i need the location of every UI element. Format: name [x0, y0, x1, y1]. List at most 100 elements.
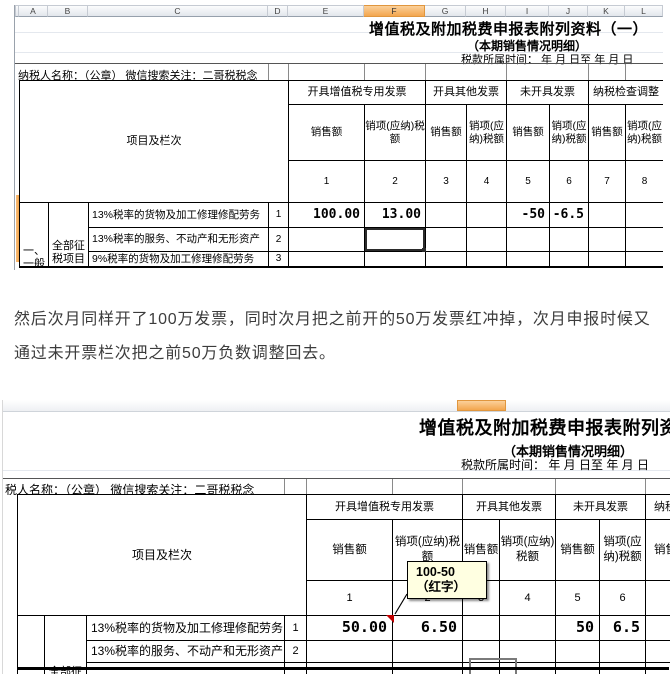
- group-header-other-invoice[interactable]: 开具其他发票: [462, 494, 557, 520]
- data-cell[interactable]: [466, 251, 507, 267]
- corner-header-cell[interactable]: 项目及栏次: [16, 494, 308, 616]
- column-number[interactable]: 7: [588, 160, 626, 203]
- row-number[interactable]: 1: [283, 615, 308, 641]
- category-all-taxed[interactable]: 全部征税项目: [48, 202, 89, 267]
- data-cell[interactable]: [588, 202, 626, 228]
- data-cell[interactable]: [462, 615, 501, 641]
- col-header-C[interactable]: C: [88, 5, 268, 17]
- group-header-tax-check-clipped[interactable]: 纳税检查调整: [645, 494, 670, 520]
- data-cell[interactable]: 13.00: [364, 202, 426, 228]
- column-number[interactable]: 1: [306, 580, 394, 616]
- column-number[interactable]: 4: [499, 580, 557, 616]
- data-cell[interactable]: 100.00: [288, 202, 365, 228]
- column-number[interactable]: 3: [425, 160, 467, 203]
- data-cell[interactable]: [549, 227, 589, 252]
- data-cell[interactable]: [645, 615, 670, 641]
- group-header-special-invoice[interactable]: 开具增值税专用发票: [306, 494, 464, 520]
- col-header-B[interactable]: B: [48, 5, 88, 17]
- data-cell[interactable]: [392, 640, 464, 663]
- data-cell[interactable]: [288, 251, 365, 267]
- sub-header[interactable]: 销售额: [306, 519, 394, 581]
- category-general[interactable]: [17, 615, 45, 674]
- data-cell[interactable]: 6.5: [599, 615, 647, 641]
- group-header-other-invoice[interactable]: 开具其他发票: [425, 80, 507, 105]
- highlighted-column-header[interactable]: [457, 400, 506, 411]
- data-cell[interactable]: [506, 251, 550, 267]
- sub-header[interactable]: 销项(应纳)税额: [549, 104, 589, 161]
- data-cell[interactable]: 6.50: [392, 615, 464, 641]
- col-header-J[interactable]: J: [549, 5, 588, 17]
- category-general[interactable]: 一、一般: [19, 202, 49, 267]
- col-header-G[interactable]: G: [425, 5, 466, 17]
- column-number[interactable]: 2: [364, 160, 426, 203]
- column-number[interactable]: 5: [555, 580, 601, 616]
- data-cell[interactable]: [555, 640, 601, 663]
- column-number[interactable]: 8: [625, 160, 663, 203]
- data-cell[interactable]: [466, 202, 507, 228]
- data-cell[interactable]: [306, 640, 394, 663]
- column-number[interactable]: 4: [466, 160, 507, 203]
- row-number[interactable]: 2: [283, 640, 308, 663]
- data-cell[interactable]: [425, 227, 467, 252]
- data-cell[interactable]: [625, 202, 663, 228]
- data-cell[interactable]: [364, 251, 426, 267]
- sub-header[interactable]: 销项(应纳)税额: [625, 104, 663, 161]
- group-header-special-invoice[interactable]: 开具增值税专用发票: [288, 80, 426, 105]
- column-number[interactable]: [645, 580, 670, 616]
- column-number[interactable]: 1: [288, 160, 365, 203]
- sub-header[interactable]: 销项(应纳)税额: [499, 519, 557, 581]
- col-header-I[interactable]: I: [506, 5, 549, 17]
- sub-header[interactable]: 销项(应纳)税额: [364, 104, 426, 161]
- column-number[interactable]: 6: [599, 580, 647, 616]
- data-cell[interactable]: -6.5: [549, 202, 589, 228]
- sub-header[interactable]: 销项(应纳)税额: [466, 104, 507, 161]
- col-header-D[interactable]: D: [268, 5, 288, 17]
- data-cell[interactable]: [425, 251, 467, 267]
- sub-header[interactable]: 销售额: [555, 519, 601, 581]
- row-label[interactable]: 13%税率的货物及加工修理修配劳务: [88, 202, 269, 228]
- data-cell[interactable]: [645, 640, 670, 663]
- row-label[interactable]: 9%税率的货物及加工修理修配劳务: [88, 251, 269, 267]
- commented-cell[interactable]: 50.00: [306, 615, 394, 641]
- data-cell[interactable]: [625, 227, 663, 252]
- data-cell[interactable]: [499, 615, 557, 641]
- data-cell[interactable]: 50: [555, 615, 601, 641]
- sub-header[interactable]: 销售额: [506, 104, 550, 161]
- col-header-E[interactable]: E: [288, 5, 364, 17]
- corner-header-cell[interactable]: 项目及栏次: [19, 80, 289, 203]
- sub-header[interactable]: 销项(应纳)税额: [599, 519, 647, 581]
- data-cell[interactable]: [288, 227, 365, 252]
- col-header-A[interactable]: A: [19, 5, 48, 17]
- category-all-taxed[interactable]: 全部征税项目: [44, 615, 87, 674]
- group-header-no-invoice[interactable]: 未开具发票: [555, 494, 647, 520]
- data-cell[interactable]: [425, 202, 467, 228]
- row-label[interactable]: 13%税率的货物及加工修理修配劳务: [86, 615, 285, 641]
- col-header-L[interactable]: L: [625, 5, 663, 17]
- data-cell[interactable]: [549, 251, 589, 267]
- column-number[interactable]: 6: [549, 160, 589, 203]
- row-number[interactable]: 1: [268, 202, 289, 228]
- group-header-tax-check[interactable]: 纳税检查调整: [588, 80, 663, 105]
- column-number[interactable]: 5: [506, 160, 550, 203]
- col-header-K[interactable]: K: [588, 5, 625, 17]
- sub-header-clipped[interactable]: 销售额: [645, 519, 670, 581]
- row-number[interactable]: 3: [268, 251, 289, 267]
- row-label[interactable]: 13%税率的服务、不动产和无形资产: [86, 640, 285, 663]
- col-header-F-selected[interactable]: F: [364, 5, 425, 17]
- select-all-corner[interactable]: [15, 5, 19, 17]
- data-cell[interactable]: [588, 251, 626, 267]
- data-cell[interactable]: [588, 227, 626, 252]
- data-cell[interactable]: [506, 227, 550, 252]
- sub-header[interactable]: 销售额: [425, 104, 467, 161]
- selected-cell[interactable]: [364, 227, 427, 253]
- sub-header[interactable]: 销售额: [288, 104, 365, 161]
- row-number[interactable]: 2: [268, 227, 289, 252]
- group-header-no-invoice[interactable]: 未开具发票: [506, 80, 589, 105]
- row-label[interactable]: 13%税率的服务、不动产和无形资产: [88, 227, 269, 252]
- sub-header[interactable]: 销售额: [588, 104, 626, 161]
- data-cell[interactable]: -50: [506, 202, 550, 228]
- data-cell[interactable]: [625, 251, 663, 267]
- data-cell[interactable]: [599, 640, 647, 663]
- data-cell[interactable]: [466, 227, 507, 252]
- col-header-H[interactable]: H: [466, 5, 506, 17]
